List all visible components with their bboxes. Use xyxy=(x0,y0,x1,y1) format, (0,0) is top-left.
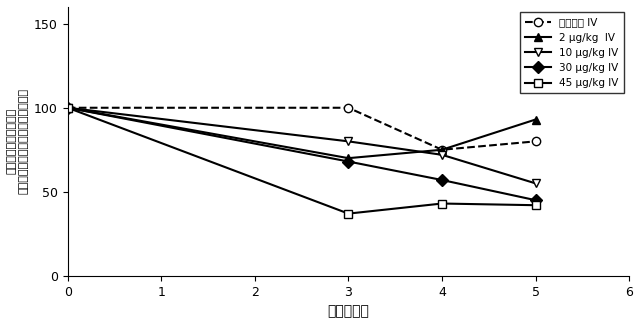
2 μg/kg  IV xyxy=(438,148,446,152)
プラセボ IV xyxy=(344,106,352,110)
10 μg/kg IV xyxy=(438,153,446,157)
X-axis label: 時間（日）: 時間（日） xyxy=(328,304,369,318)
30 μg/kg IV xyxy=(532,198,540,202)
45 μg/kg IV xyxy=(438,202,446,205)
プラセボ IV xyxy=(532,139,540,143)
Line: 10 μg/kg IV: 10 μg/kg IV xyxy=(63,104,540,188)
45 μg/kg IV xyxy=(532,203,540,207)
Line: プラセボ IV: プラセボ IV xyxy=(63,104,540,154)
2 μg/kg  IV xyxy=(64,106,72,110)
45 μg/kg IV xyxy=(64,106,72,110)
Line: 30 μg/kg IV: 30 μg/kg IV xyxy=(63,104,540,204)
30 μg/kg IV xyxy=(344,160,352,163)
Line: 45 μg/kg IV: 45 μg/kg IV xyxy=(63,104,540,218)
10 μg/kg IV xyxy=(532,181,540,185)
10 μg/kg IV xyxy=(64,106,72,110)
10 μg/kg IV xyxy=(344,139,352,143)
Y-axis label: ベースラインに対する
トリグリセリドの変化の平均（％）: ベースラインに対する トリグリセリドの変化の平均（％） xyxy=(7,88,29,194)
45 μg/kg IV xyxy=(344,212,352,215)
30 μg/kg IV xyxy=(438,178,446,182)
2 μg/kg  IV xyxy=(344,156,352,160)
2 μg/kg  IV xyxy=(532,118,540,122)
Legend: プラセボ IV, 2 μg/kg  IV, 10 μg/kg IV, 30 μg/kg IV, 45 μg/kg IV: プラセボ IV, 2 μg/kg IV, 10 μg/kg IV, 30 μg/… xyxy=(520,12,624,93)
Line: 2 μg/kg  IV: 2 μg/kg IV xyxy=(63,104,540,162)
プラセボ IV xyxy=(438,148,446,152)
30 μg/kg IV xyxy=(64,106,72,110)
プラセボ IV xyxy=(64,106,72,110)
